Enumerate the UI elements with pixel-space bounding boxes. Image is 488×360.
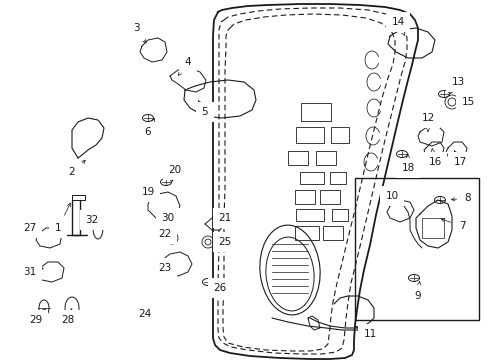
Text: 5: 5	[198, 101, 208, 117]
Bar	[323, 226, 342, 240]
Text: 11: 11	[355, 326, 376, 339]
Bar	[294, 190, 314, 204]
Bar	[329, 172, 346, 184]
Text: 13: 13	[449, 77, 464, 93]
Text: 18: 18	[401, 155, 414, 173]
Text: 26: 26	[213, 283, 226, 293]
Bar	[295, 209, 324, 221]
Bar	[315, 151, 335, 165]
Text: 20: 20	[168, 165, 181, 181]
Text: 22: 22	[158, 229, 171, 239]
Text: 7: 7	[441, 219, 465, 231]
Text: 17: 17	[452, 151, 466, 167]
Bar	[301, 103, 330, 121]
Text: 31: 31	[23, 267, 43, 277]
Text: 29: 29	[29, 309, 45, 325]
Text: 6: 6	[144, 119, 154, 137]
Bar	[295, 127, 324, 143]
Text: 12: 12	[421, 113, 434, 131]
Text: 10: 10	[385, 191, 399, 203]
Text: 30: 30	[161, 213, 174, 223]
Text: 16: 16	[427, 149, 441, 167]
Text: 25: 25	[212, 237, 231, 247]
Text: 23: 23	[158, 263, 171, 273]
Text: 3: 3	[132, 23, 146, 43]
Text: 14: 14	[390, 17, 404, 35]
Bar	[331, 209, 347, 221]
Text: 28: 28	[61, 309, 75, 325]
Bar	[287, 151, 307, 165]
Text: 21: 21	[212, 213, 231, 224]
Text: 1: 1	[55, 203, 70, 233]
Text: 2: 2	[68, 160, 85, 177]
Bar	[299, 172, 324, 184]
Text: 4: 4	[178, 57, 191, 75]
Bar	[421, 218, 443, 238]
Text: 8: 8	[450, 193, 470, 203]
Text: 32: 32	[85, 215, 99, 225]
Text: 15: 15	[455, 97, 474, 107]
Bar	[330, 127, 348, 143]
Text: 27: 27	[23, 223, 42, 234]
Text: 9: 9	[414, 282, 421, 301]
Bar	[294, 226, 318, 240]
Bar	[354, 178, 478, 320]
Bar	[319, 190, 339, 204]
Text: 24: 24	[138, 309, 152, 319]
Text: 19: 19	[141, 187, 160, 200]
